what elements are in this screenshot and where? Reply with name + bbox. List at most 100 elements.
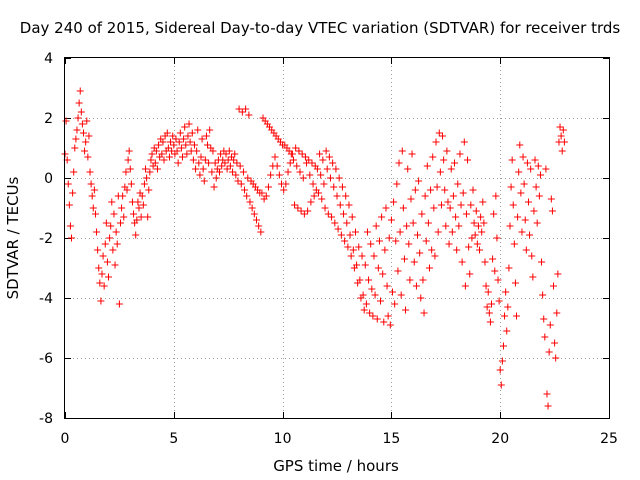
data-point: [242, 105, 250, 113]
data-point: [262, 192, 270, 200]
data-point: [369, 312, 377, 320]
data-point: [318, 195, 326, 203]
data-point: [113, 240, 121, 248]
data-point: [386, 321, 394, 329]
data-point: [68, 234, 76, 242]
data-point: [421, 192, 429, 200]
data-point: [110, 210, 118, 218]
data-point: [359, 291, 367, 299]
data-point: [201, 156, 209, 164]
data-point: [258, 189, 266, 197]
y-axis-title: SDTVAR / TECUs: [4, 176, 22, 299]
data-point: [297, 207, 305, 215]
data-point: [210, 183, 218, 191]
data-point: [341, 237, 349, 245]
data-point: [510, 240, 518, 248]
data-point: [100, 282, 108, 290]
data-point: [138, 192, 146, 200]
data-point: [474, 222, 482, 230]
data-point: [548, 207, 556, 215]
data-point: [457, 201, 465, 209]
data-point: [346, 231, 354, 239]
data-point: [332, 165, 340, 173]
data-point: [467, 201, 475, 209]
data-point: [192, 165, 200, 173]
data-point: [433, 183, 441, 191]
data-point: [176, 129, 184, 137]
data-point: [420, 309, 428, 317]
data-point: [296, 168, 304, 176]
data-point: [430, 204, 438, 212]
data-point: [218, 162, 226, 170]
data-point: [521, 216, 529, 224]
data-point: [330, 183, 338, 191]
data-point: [501, 312, 509, 320]
data-point: [355, 243, 363, 251]
data-point: [101, 240, 109, 248]
data-point: [432, 138, 440, 146]
data-point: [498, 357, 506, 365]
data-point: [347, 252, 355, 260]
data-point: [497, 381, 505, 389]
data-point: [280, 186, 288, 194]
data-point: [126, 165, 134, 173]
data-point: [422, 237, 430, 245]
data-point: [326, 174, 334, 182]
data-point: [454, 180, 462, 188]
data-point: [115, 300, 123, 308]
data-point: [351, 228, 359, 236]
y-tick-label: 4: [44, 51, 53, 67]
data-point: [147, 156, 155, 164]
data-point: [94, 246, 102, 254]
data-point: [95, 264, 103, 272]
data-point: [105, 273, 113, 281]
data-point: [106, 234, 114, 242]
data-point: [556, 123, 564, 131]
data-point: [528, 252, 536, 260]
data-point: [241, 186, 249, 194]
data-point: [304, 207, 312, 215]
data-point: [481, 258, 489, 266]
data-point: [186, 138, 194, 146]
data-point: [245, 111, 253, 119]
data-point: [122, 168, 130, 176]
data-point: [252, 216, 260, 224]
data-point: [233, 159, 241, 167]
data-point: [397, 291, 405, 299]
data-point: [403, 222, 411, 230]
data-point: [300, 210, 308, 218]
data-point: [132, 231, 140, 239]
data-point: [317, 171, 325, 179]
data-point: [511, 279, 519, 287]
data-point: [206, 126, 214, 134]
data-point: [125, 147, 133, 155]
data-point: [399, 204, 407, 212]
x-tick-label: 25: [600, 431, 618, 447]
data-point: [298, 150, 306, 158]
data-point: [446, 204, 454, 212]
data-point: [531, 156, 539, 164]
data-point: [193, 147, 201, 155]
data-point: [532, 183, 540, 191]
data-point: [196, 171, 204, 179]
data-point: [199, 165, 207, 173]
data-point: [188, 129, 196, 137]
data-point: [226, 162, 234, 170]
data-point: [395, 159, 403, 167]
data-point: [370, 252, 378, 260]
data-point: [189, 156, 197, 164]
data-point: [336, 201, 344, 209]
y-tick-label: -8: [39, 411, 53, 427]
data-point: [490, 210, 498, 218]
data-point: [64, 180, 72, 188]
data-point: [275, 171, 283, 179]
data-point: [515, 168, 523, 176]
data-point: [244, 174, 252, 182]
data-point: [343, 219, 351, 227]
data-point: [554, 270, 562, 278]
data-point: [202, 132, 210, 140]
y-tick-label: -4: [39, 291, 53, 307]
data-point: [419, 276, 427, 284]
data-point: [75, 99, 83, 107]
